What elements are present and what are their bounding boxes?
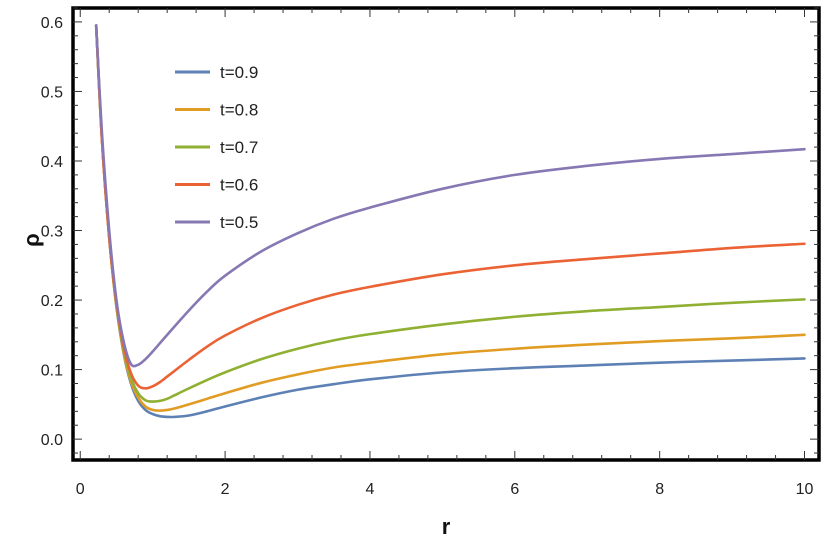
x-tick-label: 4 [365,481,374,498]
y-tick-label: 0.1 [41,363,63,380]
y-tick-label: 0.0 [41,432,63,449]
y-tick-label: 0.3 [41,224,63,241]
y-axis-title: ρ [19,233,44,247]
legend-label: t=0.9 [220,63,258,82]
y-tick-label: 0.5 [41,84,63,101]
x-tick-label: 6 [510,481,519,498]
x-tick-label: 0 [76,481,85,498]
x-axis-ticks: 0 2 4 6 8 10 [76,8,814,498]
legend: t=0.9 t=0.8 t=0.7 t=0.6 t=0.5 [175,63,258,232]
x-tick-label: 10 [796,481,814,498]
y-tick-label: 0.4 [41,154,63,171]
x-axis-title: r [442,514,451,539]
x-tick-label: 8 [655,481,664,498]
y-axis-ticks: 0.0 0.1 0.2 0.3 0.4 0.5 0.6 [41,7,819,454]
y-tick-label: 0.2 [41,293,63,310]
series-lines [94,24,806,419]
series-line-t=0.5 [94,24,806,368]
y-tick-label: 0.6 [41,15,63,32]
legend-label: t=0.5 [220,213,258,232]
legend-label: t=0.7 [220,138,258,157]
legend-label: t=0.8 [220,101,258,120]
x-tick-label: 2 [221,481,230,498]
legend-label: t=0.6 [220,176,258,195]
plot-frame [71,6,821,462]
